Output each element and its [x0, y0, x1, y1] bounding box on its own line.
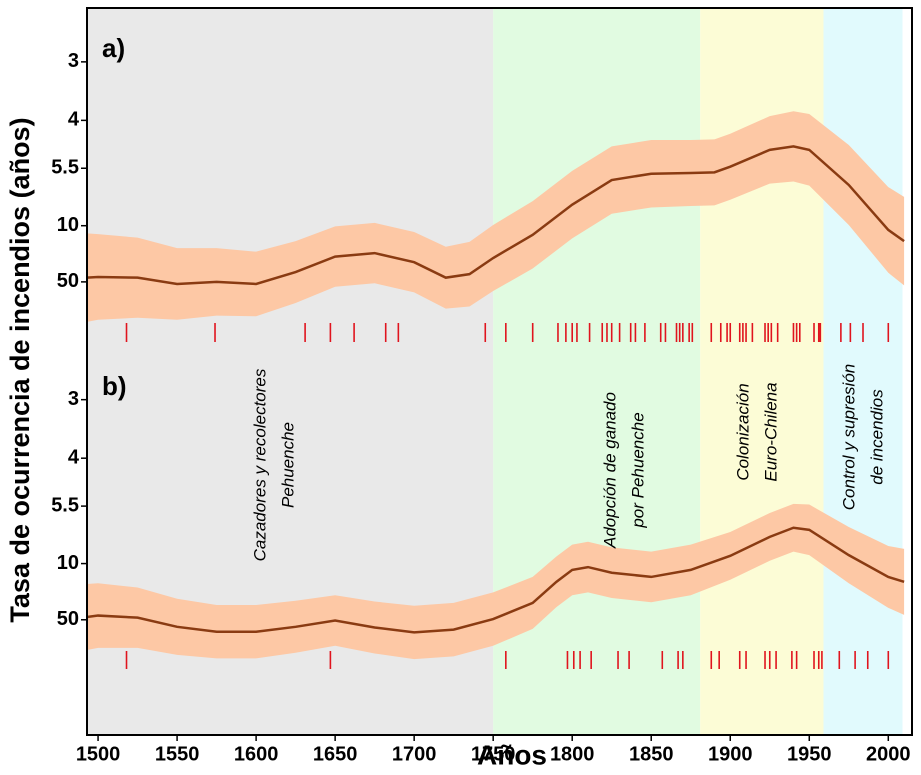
confidence-band: [87, 503, 905, 660]
period-label: de incendios: [867, 389, 886, 485]
period-shading: [823, 8, 903, 735]
x-tick-label: 1850: [629, 743, 674, 765]
y-tick-label: 4: [68, 109, 80, 131]
y-tick-label: 50: [57, 270, 79, 292]
y-tick-label: 10: [57, 552, 79, 574]
y-tick-label: 50: [57, 608, 79, 630]
period-label: Euro-Chilena: [761, 382, 780, 481]
x-tick-label: 1950: [787, 743, 832, 765]
y-tick-label: 5.5: [51, 494, 79, 516]
y-tick-label: 5.5: [51, 157, 79, 179]
x-tick-label: 1900: [708, 743, 753, 765]
period-label: Colonización: [733, 383, 752, 480]
x-tick-label: 1600: [234, 743, 279, 765]
period-label: Control y supresión: [839, 364, 858, 510]
y-axis-label: Tasa de ocurrencia de incendios (años): [5, 117, 35, 622]
period-label: Cazadores y recolectores: [250, 368, 269, 561]
panel-label: b): [102, 371, 127, 401]
y-tick-label: 4: [68, 446, 80, 468]
period-label: por Pehuenche: [628, 412, 647, 528]
confidence-band: [87, 111, 905, 322]
y-tick-label: 3: [68, 388, 79, 410]
period-label: Pehuenche: [278, 422, 297, 508]
x-tick-label: 2000: [866, 743, 911, 765]
x-tick-label: 1750: [471, 743, 516, 765]
x-tick-label: 1550: [155, 743, 200, 765]
y-tick-label: 3: [68, 50, 79, 72]
x-tick-label: 1800: [550, 743, 595, 765]
y-tick-label: 10: [57, 214, 79, 236]
x-tick-label: 1500: [76, 743, 121, 765]
period-label: Adopción de ganado: [600, 392, 619, 549]
panel-label: a): [102, 33, 125, 63]
rate-line: [86, 145, 905, 286]
plot-frame: [86, 7, 913, 736]
x-tick-label: 1700: [392, 743, 437, 765]
x-tick-label: 1650: [313, 743, 358, 765]
rate-line: [86, 526, 905, 634]
x-axis-label: Años: [477, 739, 547, 770]
